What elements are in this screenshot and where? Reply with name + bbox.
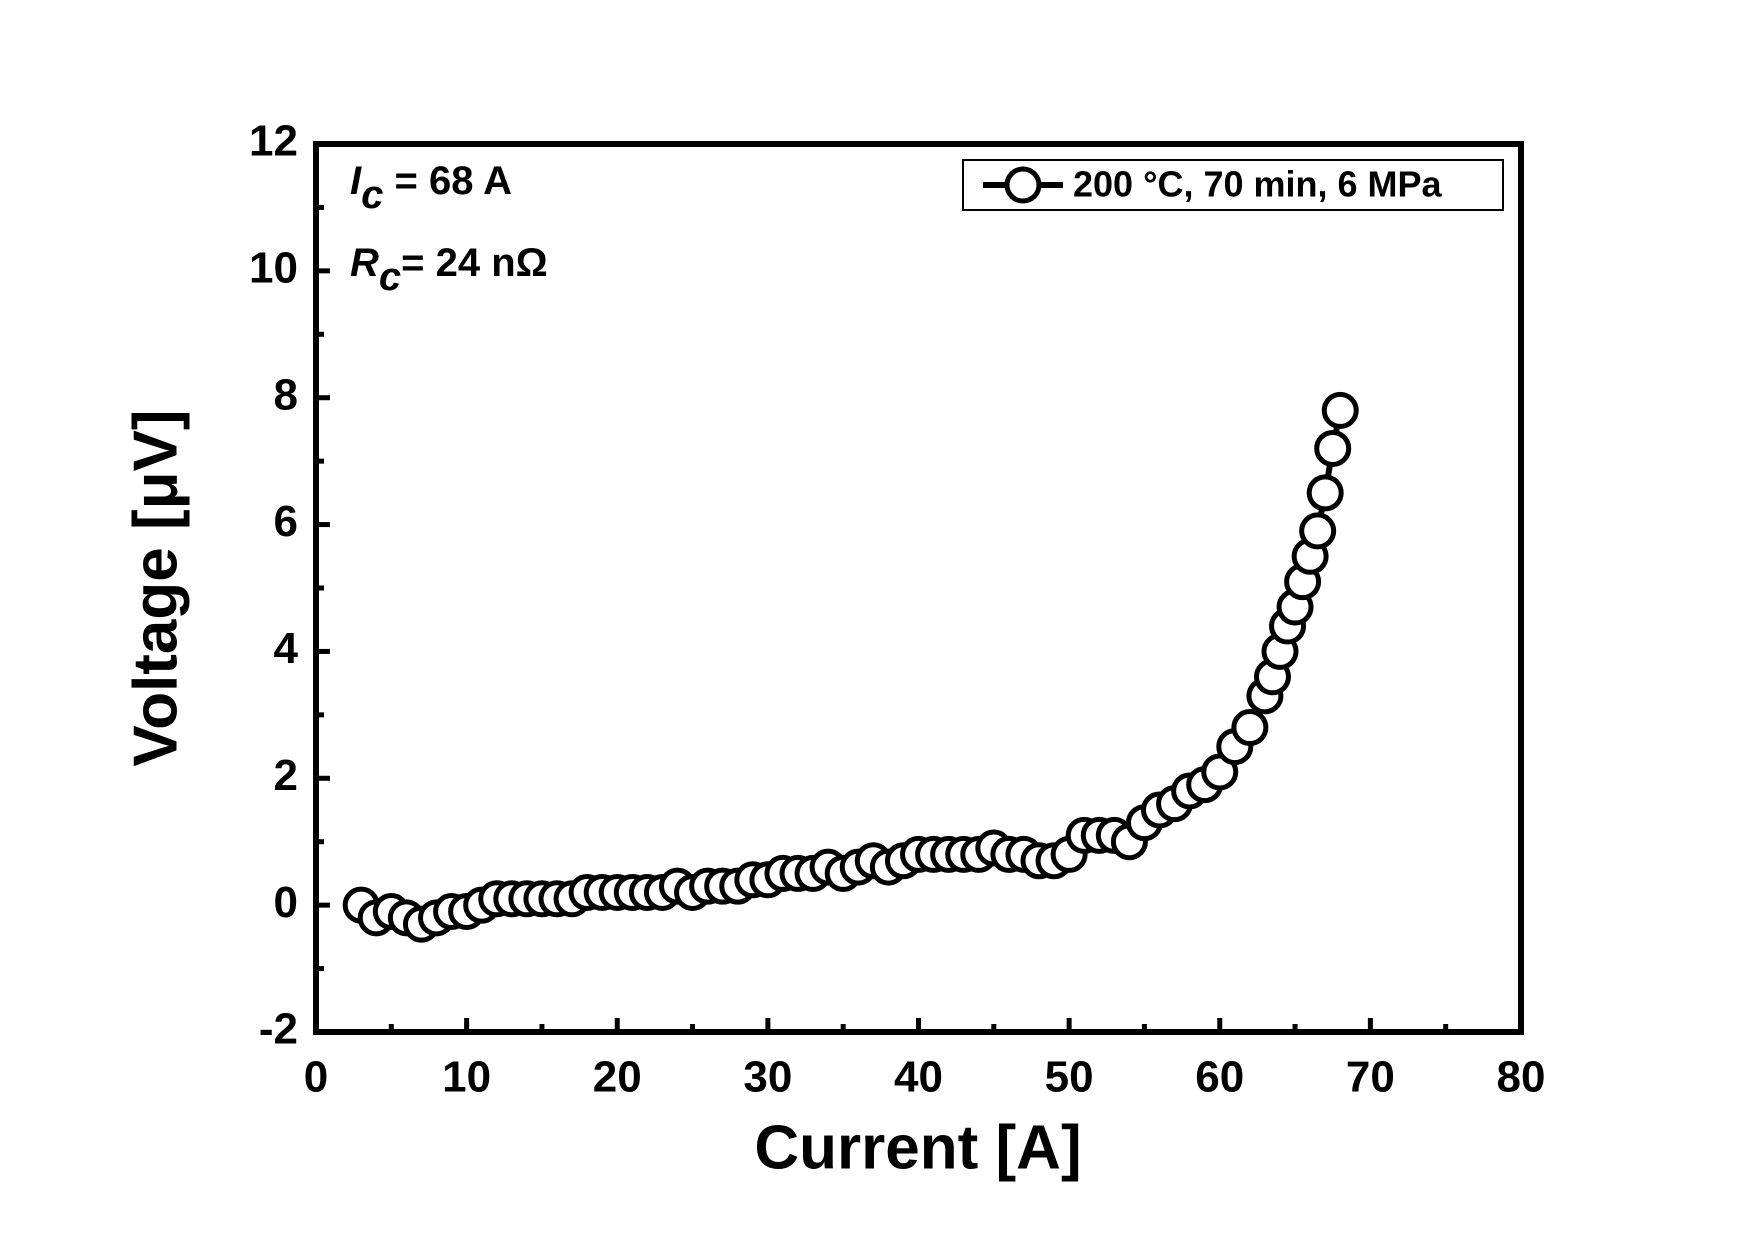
x-tick-label: 10 — [442, 1053, 491, 1102]
x-tick-label: 70 — [1346, 1053, 1395, 1102]
y-tick-label: 2 — [274, 751, 298, 800]
plot-frame — [313, 141, 1524, 1035]
y-tick-label: 10 — [249, 243, 298, 292]
data-point — [1231, 709, 1269, 747]
x-tick-label: 80 — [1497, 1053, 1546, 1102]
data-point — [1299, 512, 1337, 550]
data-point — [1314, 429, 1352, 467]
legend-label: 200 °C, 70 min, 6 MPa — [1073, 164, 1443, 205]
y-tick-label: 0 — [274, 878, 298, 927]
y-axis-label: Voltage [μV] — [121, 409, 190, 766]
x-axis-label: Current [A] — [754, 1113, 1081, 1182]
x-tick-label: 50 — [1045, 1053, 1094, 1102]
annotation: Ic = 68 A — [350, 159, 512, 217]
y-tick-label: 12 — [249, 117, 298, 166]
legend-marker — [1004, 166, 1042, 204]
data-point — [1321, 391, 1359, 429]
annotation-text: = 68 A — [383, 159, 512, 203]
annotation-symbol: I — [350, 159, 362, 203]
y-tick-label: 4 — [274, 624, 299, 673]
x-tick-label: 40 — [894, 1053, 943, 1102]
annotation-symbol: R — [350, 241, 379, 285]
data-point — [1306, 474, 1344, 512]
x-tick-label: 20 — [593, 1053, 642, 1102]
x-tick-label: 30 — [743, 1053, 792, 1102]
y-tick-label: 8 — [274, 370, 298, 419]
annotation-text: = 24 nΩ — [401, 241, 548, 285]
data-line — [359, 409, 1344, 928]
y-tick-label: -2 — [259, 1005, 298, 1054]
annotation: Rc= 24 nΩ — [350, 241, 548, 299]
annotation-subscript: c — [361, 173, 383, 217]
annotation-subscript: c — [379, 255, 401, 299]
x-tick-label: 0 — [304, 1053, 328, 1102]
x-tick-label: 60 — [1195, 1053, 1244, 1102]
y-tick-label: 6 — [274, 497, 298, 546]
